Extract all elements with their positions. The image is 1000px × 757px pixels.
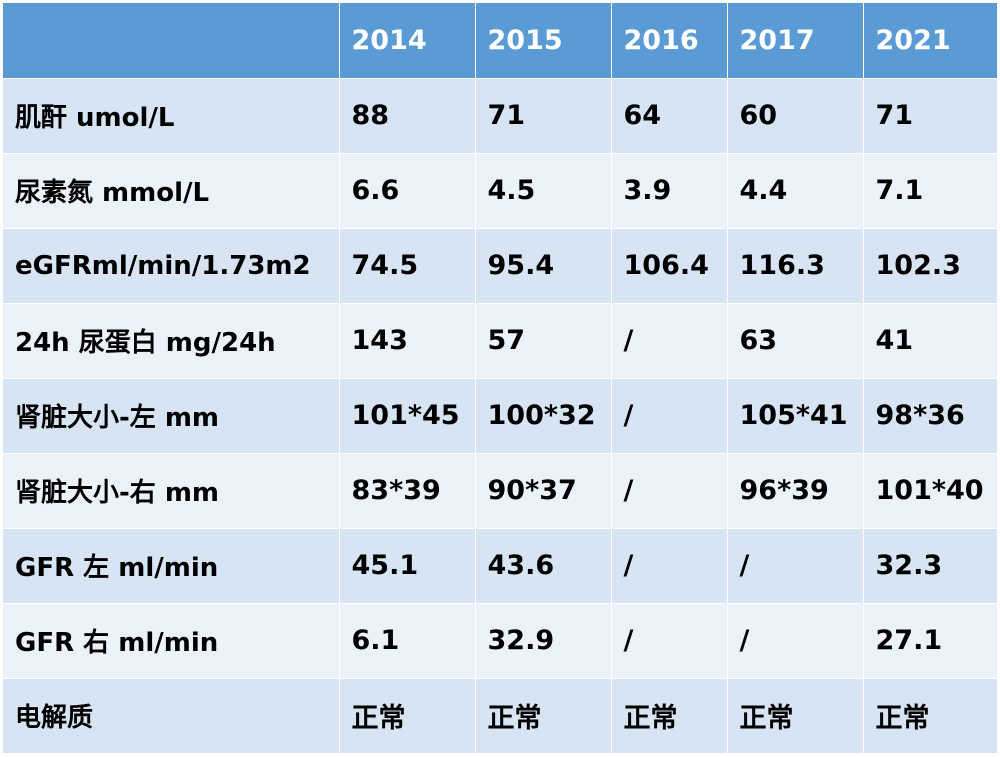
table-cell: 正常 — [863, 678, 997, 755]
header-corner-cell — [3, 3, 340, 79]
row-label: eGFRml/min/1.73m2 — [3, 228, 340, 304]
table-row: 肾脏大小-左 mm 101*45 100*32 / 105*41 98*36 — [3, 378, 997, 454]
header-year-2016: 2016 — [611, 3, 728, 79]
header-year-2017: 2017 — [727, 3, 864, 79]
row-label: 尿素氮 mmol/L — [3, 153, 340, 229]
table-cell: 63 — [727, 303, 864, 379]
table-row: 24h 尿蛋白 mg/24h 143 57 / 63 41 — [3, 303, 997, 379]
table-row: eGFRml/min/1.73m2 74.5 95.4 106.4 116.3 … — [3, 228, 997, 304]
table-cell: 102.3 — [863, 228, 997, 304]
table-cell: 4.5 — [475, 153, 612, 229]
table-cell: 正常 — [475, 678, 612, 755]
header-year-2015: 2015 — [475, 3, 612, 79]
table-cell: 正常 — [727, 678, 864, 755]
table-cell: 57 — [475, 303, 612, 379]
table-cell: 正常 — [611, 678, 728, 755]
table-cell: 3.9 — [611, 153, 728, 229]
table-cell: 6.6 — [339, 153, 476, 229]
table-cell: 143 — [339, 303, 476, 379]
table-cell: 71 — [475, 78, 612, 154]
table-cell: 45.1 — [339, 528, 476, 604]
table-cell: 32.3 — [863, 528, 997, 604]
table-cell: 101*40 — [863, 453, 997, 529]
row-label: 电解质 — [3, 678, 340, 755]
table-cell: 60 — [727, 78, 864, 154]
lab-results-table-container: 2014 2015 2016 2017 2021 肌酐 umol/L 88 71… — [3, 3, 997, 755]
table-cell: 71 — [863, 78, 997, 154]
row-label: 24h 尿蛋白 mg/24h — [3, 303, 340, 379]
table-cell: / — [727, 528, 864, 604]
row-label: GFR 左 ml/min — [3, 528, 340, 604]
table-cell: 96*39 — [727, 453, 864, 529]
table-row: GFR 左 ml/min 45.1 43.6 / / 32.3 — [3, 528, 997, 604]
header-year-2014: 2014 — [339, 3, 476, 79]
table-cell: 7.1 — [863, 153, 997, 229]
row-label: 肾脏大小-右 mm — [3, 453, 340, 529]
table-row: 尿素氮 mmol/L 6.6 4.5 3.9 4.4 7.1 — [3, 153, 997, 229]
table-cell: / — [611, 528, 728, 604]
table-cell: / — [611, 453, 728, 529]
table-cell: 正常 — [339, 678, 476, 755]
table-cell: 41 — [863, 303, 997, 379]
table-cell: 64 — [611, 78, 728, 154]
header-year-2021: 2021 — [863, 3, 997, 79]
row-label: 肌酐 umol/L — [3, 78, 340, 154]
table-cell: 90*37 — [475, 453, 612, 529]
table-cell: 88 — [339, 78, 476, 154]
table-row: 肾脏大小-右 mm 83*39 90*37 / 96*39 101*40 — [3, 453, 997, 529]
table-cell: / — [611, 303, 728, 379]
table-row: 肌酐 umol/L 88 71 64 60 71 — [3, 78, 997, 154]
table-row: GFR 右 ml/min 6.1 32.9 / / 27.1 — [3, 603, 997, 679]
table-cell: 98*36 — [863, 378, 997, 454]
row-label: 肾脏大小-左 mm — [3, 378, 340, 454]
table-cell: 27.1 — [863, 603, 997, 679]
table-cell: 83*39 — [339, 453, 476, 529]
table-cell: 100*32 — [475, 378, 612, 454]
table-cell: 43.6 — [475, 528, 612, 604]
table-cell: 116.3 — [727, 228, 864, 304]
table-cell: / — [727, 603, 864, 679]
table-cell: 4.4 — [727, 153, 864, 229]
row-label: GFR 右 ml/min — [3, 603, 340, 679]
table-cell: 6.1 — [339, 603, 476, 679]
table-cell: 101*45 — [339, 378, 476, 454]
table-cell: 95.4 — [475, 228, 612, 304]
table-cell: / — [611, 603, 728, 679]
table-cell: 74.5 — [339, 228, 476, 304]
table-cell: / — [611, 378, 728, 454]
header-row: 2014 2015 2016 2017 2021 — [3, 3, 997, 79]
table-cell: 106.4 — [611, 228, 728, 304]
table-cell: 105*41 — [727, 378, 864, 454]
table-cell: 32.9 — [475, 603, 612, 679]
table-row: 电解质 正常 正常 正常 正常 正常 — [3, 678, 997, 755]
lab-results-table: 2014 2015 2016 2017 2021 肌酐 umol/L 88 71… — [3, 3, 997, 755]
